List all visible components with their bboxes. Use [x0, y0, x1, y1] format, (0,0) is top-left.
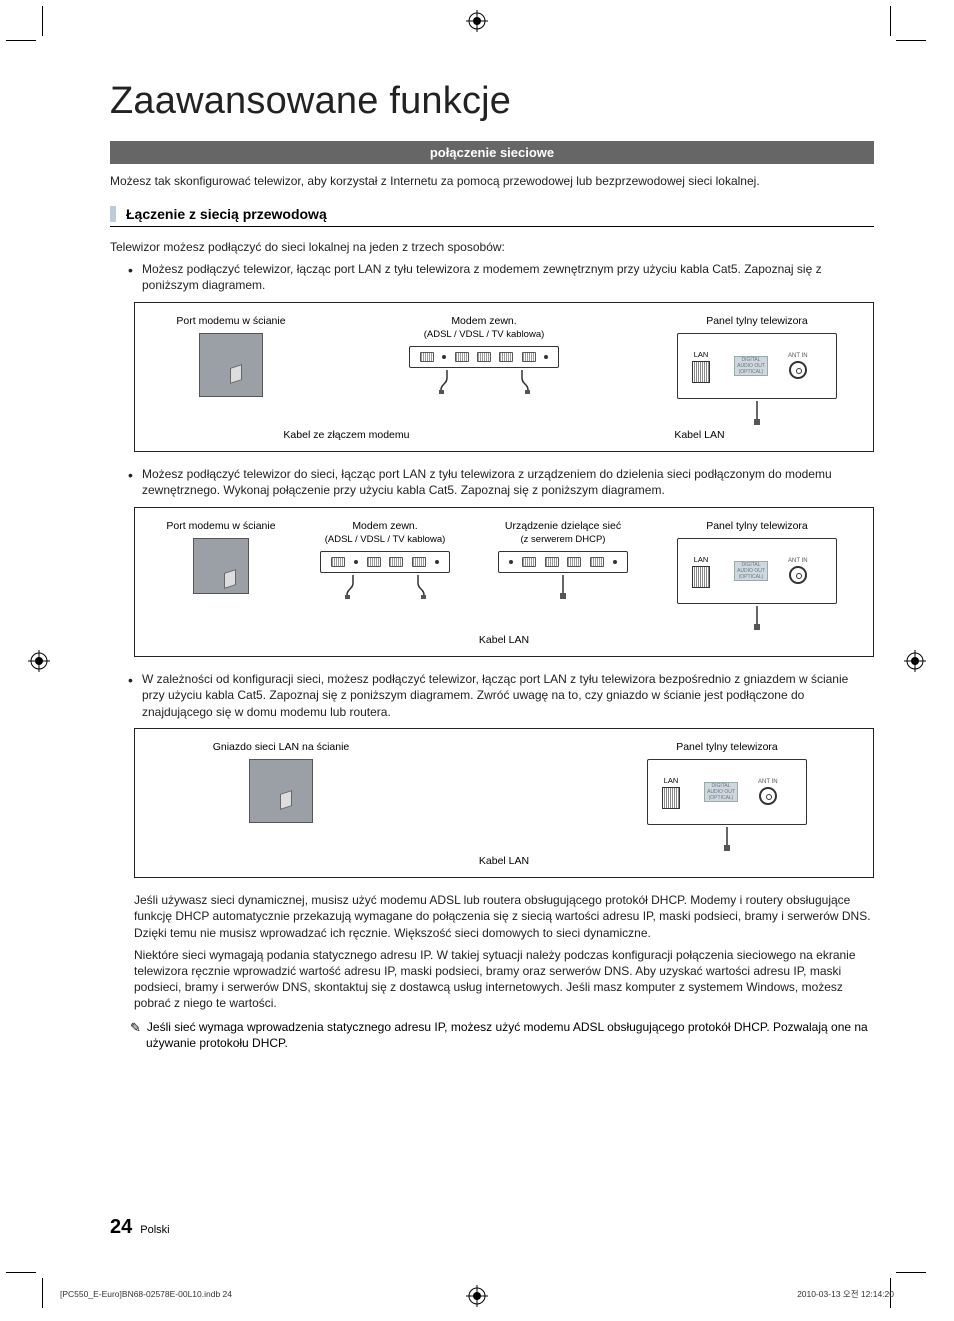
cable-icon	[749, 606, 765, 630]
wall-label: Port modemu w ścianie	[151, 520, 291, 533]
modem-label: Modem zewn.	[321, 315, 647, 328]
cable-label: Kabel LAN	[479, 855, 529, 867]
wall-plate-icon	[193, 538, 249, 594]
lan-port: LAN	[688, 555, 714, 588]
splitter-label: Urządzenie dzielące sieć	[479, 520, 647, 533]
wall-lan-label: Gniazdo sieci LAN na ścianie	[151, 741, 411, 754]
reg-mark-right	[904, 650, 926, 672]
bullet-item: W zależności od konfiguracji sieci, może…	[128, 671, 874, 720]
cable-label: Kabel LAN	[674, 429, 724, 441]
cable-icon	[345, 575, 361, 599]
print-date: 2010-03-13 오전 12:14:20	[797, 1288, 894, 1300]
modem-icon	[409, 346, 559, 368]
tv-label: Panel tylny telewizora	[657, 315, 857, 328]
cable-icon	[555, 575, 571, 599]
diagram-3: Gniazdo sieci LAN na ścianie Panel tylny…	[134, 728, 874, 879]
reg-mark-left	[28, 650, 50, 672]
tv-label: Panel tylny telewizora	[657, 520, 857, 533]
tv-panel-icon: LAN DIGITALAUDIO OUT(OPTICAL) ANT IN	[647, 759, 807, 825]
cable-label: Kabel ze złączem modemu	[283, 429, 409, 441]
crop-mark	[896, 40, 926, 41]
note: ✎Jeśli sieć wymaga wprowadzenia statyczn…	[146, 1018, 874, 1052]
print-file: [PC550_E-Euro]BN68-02578E-00L10.indb 24	[60, 1289, 232, 1299]
section-banner: połączenie sieciowe	[110, 141, 874, 164]
cable-icon	[514, 370, 530, 394]
digital-audio-port: DIGITALAUDIO OUT(OPTICAL)	[734, 356, 768, 376]
ant-port: ANT IN	[788, 558, 808, 584]
ant-port: ANT IN	[788, 353, 808, 379]
cable-icon	[410, 575, 426, 599]
diagram-2: Port modemu w ścianie Modem zewn. (ADSL …	[134, 507, 874, 658]
tv-label: Panel tylny telewizora	[597, 741, 857, 754]
page-footer: 24 Polski	[110, 1216, 874, 1239]
wall-label: Port modemu w ścianie	[151, 315, 311, 328]
crop-mark	[42, 1278, 43, 1308]
cable-label: Kabel LAN	[479, 634, 529, 646]
crop-mark	[6, 1272, 36, 1273]
digital-audio-port: DIGITALAUDIO OUT(OPTICAL)	[704, 782, 738, 802]
crop-mark	[896, 1272, 926, 1273]
tv-panel-icon: LAN DIGITALAUDIO OUT(OPTICAL) ANT IN	[677, 333, 837, 399]
reg-mark-top	[466, 10, 488, 32]
wall-plate-icon	[249, 759, 313, 823]
splitter-sublabel: (z serwerem DHCP)	[479, 534, 647, 545]
digital-audio-port: DIGITALAUDIO OUT(OPTICAL)	[734, 561, 768, 581]
paragraph: Telewizor możesz podłączyć do sieci loka…	[110, 239, 874, 255]
page-number: 24	[110, 1216, 132, 1239]
wall-plate-icon	[199, 333, 263, 397]
diagram-1: Port modemu w ścianie Modem zewn. (ADSL …	[134, 302, 874, 453]
lan-port: LAN	[688, 350, 714, 383]
intro-text: Możesz tak skonfigurować telewizor, aby …	[110, 174, 874, 188]
page-content: Zaawansowane funkcje połączenie sieciowe…	[110, 80, 874, 1251]
modem-sublabel: (ADSL / VDSL / TV kablowa)	[301, 534, 469, 545]
bullet-item: Możesz podłączyć telewizor do sieci, łąc…	[128, 466, 874, 498]
bullet-item: Możesz podłączyć telewizor, łącząc port …	[128, 261, 874, 293]
cable-icon	[749, 401, 765, 425]
crop-mark	[6, 40, 36, 41]
modem-sublabel: (ADSL / VDSL / TV kablowa)	[321, 329, 647, 340]
ant-port: ANT IN	[758, 779, 778, 805]
cable-icon	[439, 370, 455, 394]
router-icon	[498, 551, 628, 573]
paragraph: Jeśli używasz sieci dynamicznej, musisz …	[134, 892, 874, 941]
paragraph: Niektóre sieci wymagają podania statyczn…	[134, 947, 874, 1012]
modem-label: Modem zewn.	[301, 520, 469, 533]
print-footer: [PC550_E-Euro]BN68-02578E-00L10.indb 24 …	[60, 1288, 894, 1300]
note-icon: ✎	[130, 1020, 141, 1035]
crop-mark	[42, 6, 43, 36]
lan-port: LAN	[658, 776, 684, 809]
cable-icon	[719, 827, 735, 851]
tv-panel-icon: LAN DIGITALAUDIO OUT(OPTICAL) ANT IN	[677, 538, 837, 604]
rule	[110, 226, 874, 227]
subheading: Łączenie z siecią przewodową	[110, 206, 874, 222]
crop-mark	[890, 6, 891, 36]
modem-icon	[320, 551, 450, 573]
page-title: Zaawansowane funkcje	[110, 80, 874, 123]
page-lang: Polski	[140, 1224, 169, 1236]
